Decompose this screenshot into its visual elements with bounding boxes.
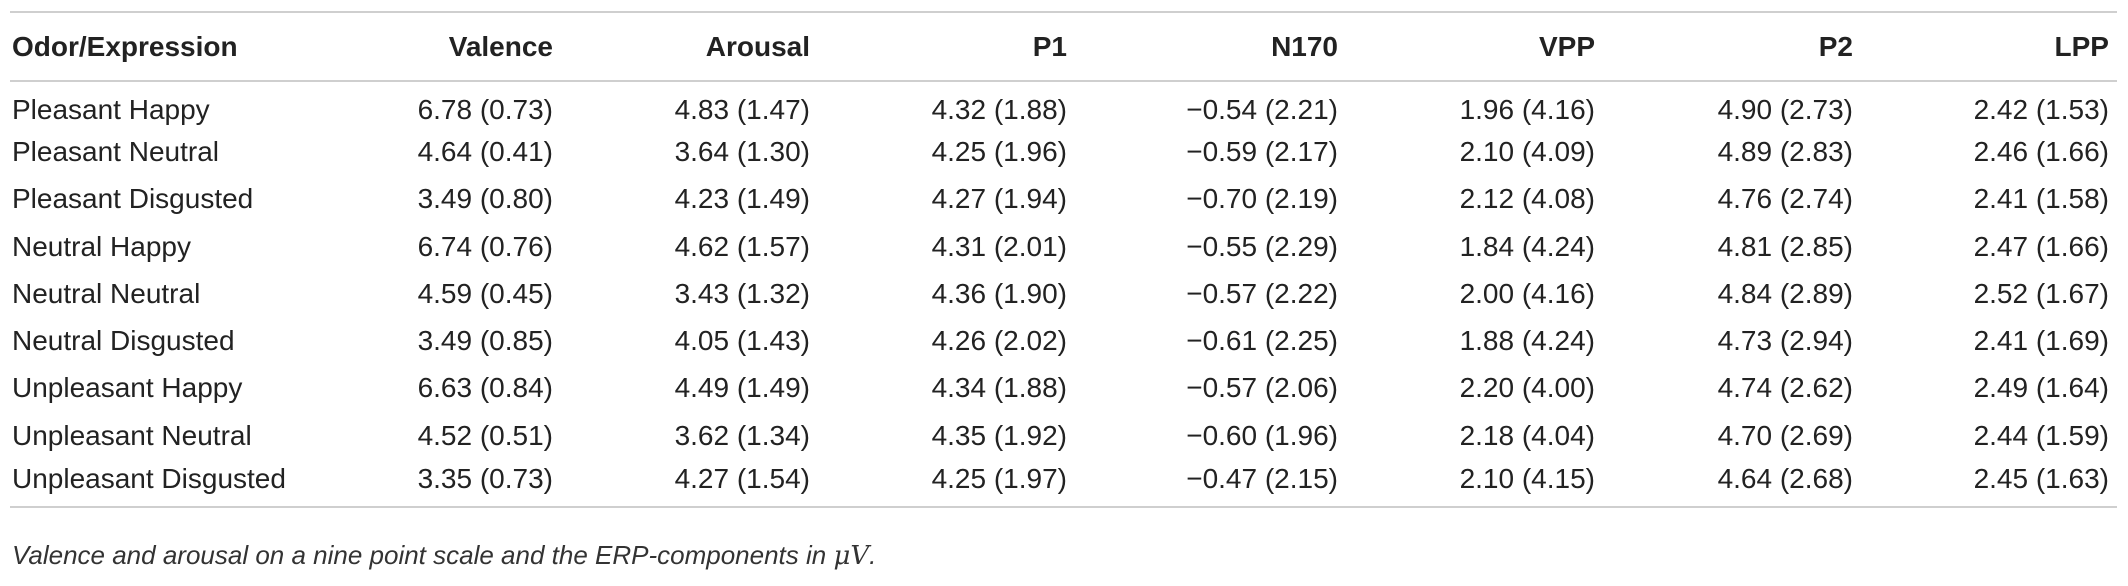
- cell-n170: −0.57 (2.22): [1186, 277, 1338, 309]
- table-caption: Valence and arousal on a nine point scal…: [12, 540, 876, 571]
- cell-lpp: 2.46 (1.66): [1973, 135, 2109, 167]
- cell-p2: 4.70 (2.69): [1717, 419, 1853, 451]
- cell-lpp: 2.52 (1.67): [1973, 277, 2109, 309]
- cell-vpp: 2.10 (4.09): [1459, 135, 1595, 167]
- cell-vpp: 2.10 (4.15): [1346, 459, 1603, 508]
- cell-p1: 4.25 (1.96): [931, 135, 1067, 167]
- cell-p1: 4.27 (1.94): [931, 183, 1067, 215]
- cell-p1: 4.26 (2.02): [931, 325, 1067, 357]
- cell-p2: 4.76 (2.74): [1717, 183, 1853, 215]
- table-row: Neutral Neutral 4.59 (0.45) 3.43 (1.32) …: [10, 270, 2117, 317]
- cell-arousal: 4.23 (1.49): [674, 183, 810, 215]
- cell-n170: −0.47 (2.15): [1075, 459, 1346, 508]
- cell-p2: 4.64 (2.68): [1603, 459, 1861, 508]
- table-header: Odor/Expression Valence Arousal P1 N170 …: [10, 11, 2117, 82]
- cell-p2: 4.90 (2.73): [1717, 94, 1853, 126]
- header-p2: P2: [1603, 11, 1861, 82]
- cell-valence: 3.49 (0.80): [417, 183, 553, 215]
- cell-p2: 4.73 (2.94): [1717, 325, 1853, 357]
- cell-arousal: 4.49 (1.49): [674, 372, 810, 404]
- table-body: Pleasant Happy 6.78 (0.73) 4.83 (1.47) 4…: [10, 81, 2117, 508]
- caption-unit-symbol: μV: [833, 541, 870, 571]
- table-row: Pleasant Disgusted 3.49 (0.80) 4.23 (1.4…: [10, 176, 2117, 223]
- header-vpp: VPP: [1346, 11, 1603, 82]
- row-label: Unpleasant Happy: [12, 372, 243, 404]
- cell-n170: −0.55 (2.29): [1186, 230, 1338, 262]
- cell-n170: −0.61 (2.25): [1186, 325, 1338, 357]
- cell-valence: 6.78 (0.73): [417, 94, 553, 126]
- cell-p2: 4.74 (2.62): [1717, 372, 1853, 404]
- cell-vpp: 1.88 (4.24): [1459, 325, 1595, 357]
- header-row: Odor/Expression Valence Arousal P1 N170 …: [10, 11, 2117, 82]
- cell-p2: 4.81 (2.85): [1717, 230, 1853, 262]
- header-lpp: LPP: [1861, 11, 2117, 82]
- cell-arousal: 3.43 (1.32): [674, 277, 810, 309]
- cell-p1: 4.31 (2.01): [931, 230, 1067, 262]
- cell-arousal: 4.05 (1.43): [674, 325, 810, 357]
- cell-vpp: 1.96 (4.16): [1459, 94, 1595, 126]
- table-row: Unpleasant Happy 6.63 (0.84) 4.49 (1.49)…: [10, 365, 2117, 412]
- cell-vpp: 2.12 (4.08): [1459, 183, 1595, 215]
- header-arousal: Arousal: [561, 11, 818, 82]
- cell-arousal: 4.62 (1.57): [674, 230, 810, 262]
- cell-valence: 4.59 (0.45): [417, 277, 553, 309]
- cell-arousal: 3.62 (1.34): [674, 419, 810, 451]
- cell-lpp: 2.42 (1.53): [1973, 94, 2109, 126]
- cell-n170: −0.59 (2.17): [1186, 135, 1338, 167]
- cell-lpp: 2.49 (1.64): [1973, 372, 2109, 404]
- table-row: Unpleasant Neutral 4.52 (0.51) 3.62 (1.3…: [10, 412, 2117, 459]
- header-valence: Valence: [310, 11, 561, 82]
- cell-lpp: 2.44 (1.59): [1973, 419, 2109, 451]
- cell-p1: 4.36 (1.90): [931, 277, 1067, 309]
- cell-n170: −0.60 (1.96): [1186, 419, 1338, 451]
- data-table: Odor/Expression Valence Arousal P1 N170 …: [10, 11, 2117, 508]
- cell-p1: 4.25 (1.97): [818, 459, 1075, 508]
- cell-arousal: 3.64 (1.30): [674, 135, 810, 167]
- cell-valence: 3.49 (0.85): [417, 325, 553, 357]
- row-label: Pleasant Disgusted: [12, 183, 254, 215]
- header-odor-expression: Odor/Expression: [10, 11, 310, 82]
- cell-valence: 4.52 (0.51): [417, 419, 553, 451]
- row-label: Neutral Disgusted: [12, 325, 235, 357]
- cell-vpp: 2.20 (4.00): [1459, 372, 1595, 404]
- table-row: Unpleasant Disgusted 3.35 (0.73) 4.27 (1…: [10, 459, 2117, 508]
- cell-vpp: 2.00 (4.16): [1459, 277, 1595, 309]
- cell-p1: 4.35 (1.92): [931, 419, 1067, 451]
- cell-arousal: 4.27 (1.54): [561, 459, 818, 508]
- cell-valence: 6.74 (0.76): [417, 230, 553, 262]
- header-n170: N170: [1075, 11, 1346, 82]
- caption-period: .: [869, 540, 877, 570]
- cell-n170: −0.70 (2.19): [1186, 183, 1338, 215]
- cell-vpp: 2.18 (4.04): [1459, 419, 1595, 451]
- cell-p2: 4.89 (2.83): [1717, 135, 1853, 167]
- cell-n170: −0.57 (2.06): [1186, 372, 1338, 404]
- cell-vpp: 1.84 (4.24): [1459, 230, 1595, 262]
- caption-text: Valence and arousal on a nine point scal…: [12, 540, 834, 570]
- header-p1: P1: [818, 11, 1075, 82]
- cell-valence: 6.63 (0.84): [417, 372, 553, 404]
- table-row: Neutral Disgusted 3.49 (0.85) 4.05 (1.43…: [10, 317, 2117, 364]
- row-label: Neutral Happy: [12, 230, 191, 262]
- cell-n170: −0.54 (2.21): [1186, 94, 1338, 126]
- cell-lpp: 2.45 (1.63): [1861, 459, 2117, 508]
- cell-arousal: 4.83 (1.47): [674, 94, 810, 126]
- cell-lpp: 2.41 (1.69): [1973, 325, 2109, 357]
- row-label: Pleasant Happy: [12, 94, 210, 126]
- cell-lpp: 2.41 (1.58): [1973, 183, 2109, 215]
- table-row: Pleasant Neutral 4.64 (0.41) 3.64 (1.30)…: [10, 128, 2117, 175]
- row-label: Unpleasant Neutral: [12, 419, 252, 451]
- table-row: Pleasant Happy 6.78 (0.73) 4.83 (1.47) 4…: [10, 81, 2117, 128]
- cell-p1: 4.34 (1.88): [931, 372, 1067, 404]
- cell-p2: 4.84 (2.89): [1717, 277, 1853, 309]
- cell-lpp: 2.47 (1.66): [1973, 230, 2109, 262]
- row-label: Neutral Neutral: [12, 277, 201, 309]
- row-label: Unpleasant Disgusted: [10, 459, 310, 508]
- cell-valence: 4.64 (0.41): [417, 135, 553, 167]
- table-row: Neutral Happy 6.74 (0.76) 4.62 (1.57) 4.…: [10, 223, 2117, 270]
- row-label: Pleasant Neutral: [12, 135, 220, 167]
- cell-valence: 3.35 (0.73): [310, 459, 561, 508]
- cell-p1: 4.32 (1.88): [931, 94, 1067, 126]
